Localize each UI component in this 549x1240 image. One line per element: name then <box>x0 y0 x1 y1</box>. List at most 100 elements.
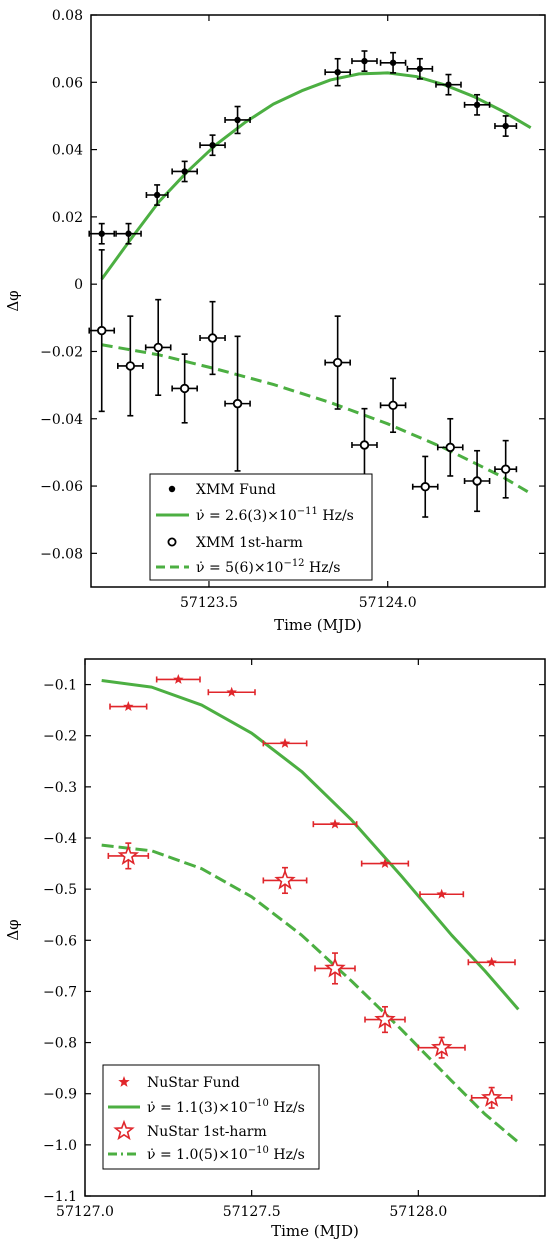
y-tick-label: 0 <box>74 277 83 293</box>
filled-star-marker <box>436 888 447 899</box>
filled-circle-marker <box>334 69 341 76</box>
data-point <box>155 673 201 684</box>
open-circle-marker <box>420 482 430 492</box>
data-point <box>324 315 351 410</box>
legend-nustar-harm: NuStar 1st-harm <box>147 1124 267 1140</box>
filled-star-marker <box>173 673 184 684</box>
data-point <box>364 1005 406 1034</box>
open-star-marker <box>430 1036 453 1057</box>
filled-circle-marker <box>389 59 397 66</box>
data-point <box>262 866 308 895</box>
data-point <box>145 184 169 206</box>
y-tick-label: −0.8 <box>43 1036 77 1052</box>
xmm-x-axis-label: Time (MJD) <box>274 616 362 634</box>
data-point <box>463 93 491 116</box>
nustar-panel: −1.1 −1.0 −0.9 −0.8 −0.7 −0.6 −0.5 −0.4 −0.3 −0.2… <box>4 658 546 1240</box>
open-circle-marker <box>97 325 107 336</box>
y-tick-label: −0.7 <box>43 984 77 1000</box>
open-circle-marker <box>125 361 136 371</box>
data-point <box>107 842 150 870</box>
open-circle-marker <box>332 357 343 368</box>
filled-circle-marker <box>153 191 161 199</box>
legend-xmm-fund-fit: ν̇ = 2.6(3)×10−11 Hz/s <box>196 506 354 524</box>
dashed-fit-line <box>101 843 520 1144</box>
data-point <box>470 1086 513 1109</box>
data-point <box>314 952 356 985</box>
y-tick-label: −1.0 <box>43 1138 77 1154</box>
filled-circle-marker <box>234 116 241 124</box>
data-point <box>171 160 198 183</box>
data-point <box>379 51 407 74</box>
data-point <box>115 222 142 245</box>
filled-circle-marker <box>445 81 452 88</box>
open-star-marker <box>374 1008 396 1029</box>
legend-xmm-fund: XMM Fund <box>196 482 276 498</box>
data-point <box>207 686 256 697</box>
legend-nustar-fund-fit: ν̇ = 1.1(3)×10−10 Hz/s <box>147 1098 305 1116</box>
data-point <box>467 956 516 967</box>
legend-filled-star-icon <box>118 1076 130 1087</box>
data-point <box>494 115 518 137</box>
data-point <box>411 455 439 518</box>
xmm-data-points <box>88 50 518 518</box>
data-point <box>379 377 407 434</box>
data-point <box>199 300 226 376</box>
data-point <box>88 249 116 413</box>
nustar-legend: NuStar Fund ν̇ = 1.1(3)×10−10 Hz/s NuSta… <box>102 1064 320 1170</box>
data-point <box>435 73 462 96</box>
y-tick-label: −0.9 <box>43 1087 77 1103</box>
open-circle-marker <box>500 464 511 474</box>
xmm-legend-box <box>149 473 373 581</box>
x-tick-label: 57127.5 <box>223 1204 281 1220</box>
open-circle-marker <box>445 442 455 453</box>
nustar-fit-curves <box>101 678 520 1144</box>
xmm-legend: XMM Fund ν̇ = 2.6(3)×10−11 Hz/s XMM 1st-… <box>149 473 373 581</box>
data-point <box>171 353 198 424</box>
y-tick-label: −0.5 <box>43 882 77 898</box>
filled-star-marker <box>379 858 391 869</box>
xmm-fit-curves <box>100 71 532 495</box>
y-tick-label: −0.3 <box>43 780 77 796</box>
filled-star-marker <box>226 686 237 697</box>
x-tick-label: 57127.0 <box>56 1204 114 1220</box>
nustar-x-axis-label: Time (MJD) <box>271 1222 359 1240</box>
data-point <box>224 105 251 135</box>
open-star-marker <box>274 869 296 890</box>
data-point <box>417 1036 466 1059</box>
legend-nustar-harm-fit: ν̇ = 1.0(5)×10−10 Hz/s <box>147 1145 305 1163</box>
y-tick-label: 0.06 <box>52 75 83 91</box>
legend-xmm-harm: XMM 1st-harm <box>196 535 303 551</box>
filled-star-marker <box>123 701 134 712</box>
filled-circle-marker <box>361 57 368 65</box>
open-circle-marker <box>472 476 482 486</box>
solid-fit-line <box>100 71 532 281</box>
open-star-marker <box>113 1119 135 1141</box>
legend-xmm-harm-fit: ν̇ = 5(6)×10−12 Hz/s <box>196 558 340 576</box>
nustar-data-points <box>107 673 516 1109</box>
data-point <box>406 57 434 80</box>
open-circle-marker <box>153 342 163 353</box>
nustar-plot-frame <box>84 658 546 1197</box>
data-point <box>360 858 410 869</box>
open-circle-marker <box>179 383 190 394</box>
legend-open-circle-icon <box>167 537 177 547</box>
filled-star-marker <box>118 1076 130 1087</box>
x-tick-label: 57124.0 <box>359 595 417 611</box>
nustar-y-axis-label: Δφ <box>4 919 22 940</box>
y-tick-label: −0.6 <box>43 933 77 949</box>
xmm-axis-ticks: −0.08 −0.06 −0.04 −0.02 0 0.02 0.04 0.06 0.08 571… <box>40 8 545 611</box>
data-point <box>463 449 491 513</box>
data-point <box>351 50 378 72</box>
xmm-plot-frame <box>90 14 546 588</box>
open-circle-marker <box>388 400 398 411</box>
y-tick-label: 0.02 <box>52 210 83 226</box>
y-tick-label: 0.08 <box>52 8 83 24</box>
filled-star-marker <box>279 737 291 748</box>
legend-open-star-icon <box>113 1119 135 1141</box>
y-tick-label: −0.08 <box>40 546 83 562</box>
legend-nustar-fund: NuStar Fund <box>147 1075 240 1091</box>
filled-circle-marker <box>502 122 509 130</box>
solid-fit-line <box>101 678 520 1011</box>
xmm-y-axis-label: Δφ <box>4 290 22 311</box>
